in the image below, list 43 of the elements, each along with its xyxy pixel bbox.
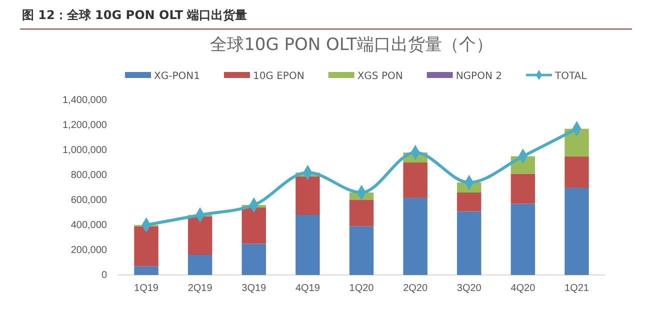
- bar: [242, 244, 266, 275]
- x-tick-label: 3Q19: [242, 283, 267, 294]
- bar: [457, 192, 482, 212]
- bar: [403, 162, 428, 198]
- x-tick-label: 2Q20: [403, 283, 428, 294]
- y-tick-label: 800,000: [70, 170, 108, 182]
- legend-label: NGPON 2: [456, 71, 502, 82]
- y-tick-label: 1,000,000: [62, 145, 108, 156]
- legend-label: XG-PON1: [154, 71, 200, 82]
- bar: [564, 128, 589, 156]
- x-tick-label: 4Q19: [295, 283, 320, 294]
- x-tick-label: 3Q20: [456, 283, 482, 294]
- y-tick-label: 600,000: [70, 195, 108, 206]
- y-tick-label: 1,200,000: [62, 120, 108, 132]
- bar: [188, 255, 212, 275]
- bar: [349, 226, 374, 275]
- bar: [188, 216, 212, 255]
- x-tick-label: 4Q20: [510, 283, 536, 294]
- x-tick-label: 1Q21: [564, 283, 590, 294]
- bar: [134, 226, 158, 266]
- x-tick-label: 1Q19: [134, 283, 159, 294]
- legend-label: XGS PON: [357, 71, 403, 82]
- bar: [134, 266, 158, 275]
- chart-title: 图 12：全球 10G PON OLT 端口出货量: [22, 8, 248, 22]
- bar: [564, 156, 589, 188]
- y-tick-label: 0: [101, 270, 108, 282]
- chart-subtitle: 全球10G PON OLT端口出货量（个）: [210, 35, 493, 55]
- bar: [510, 204, 536, 275]
- legend-label: 10G EPON: [252, 71, 304, 82]
- bar: [296, 215, 320, 275]
- y-tick-label: 400,000: [70, 220, 108, 232]
- y-tick-label: 1,400,000: [62, 95, 108, 106]
- y-tick-label: 200,000: [70, 245, 108, 256]
- bar: [242, 208, 266, 244]
- x-tick-label: 2Q19: [188, 283, 213, 294]
- legend-label: TOTAL: [554, 71, 588, 82]
- x-tick-label: 1Q20: [349, 283, 374, 294]
- bar: [349, 200, 374, 226]
- bar: [457, 211, 482, 275]
- bar: [564, 188, 589, 275]
- bar: [403, 198, 428, 275]
- bar: [510, 174, 536, 204]
- bar: [296, 176, 320, 215]
